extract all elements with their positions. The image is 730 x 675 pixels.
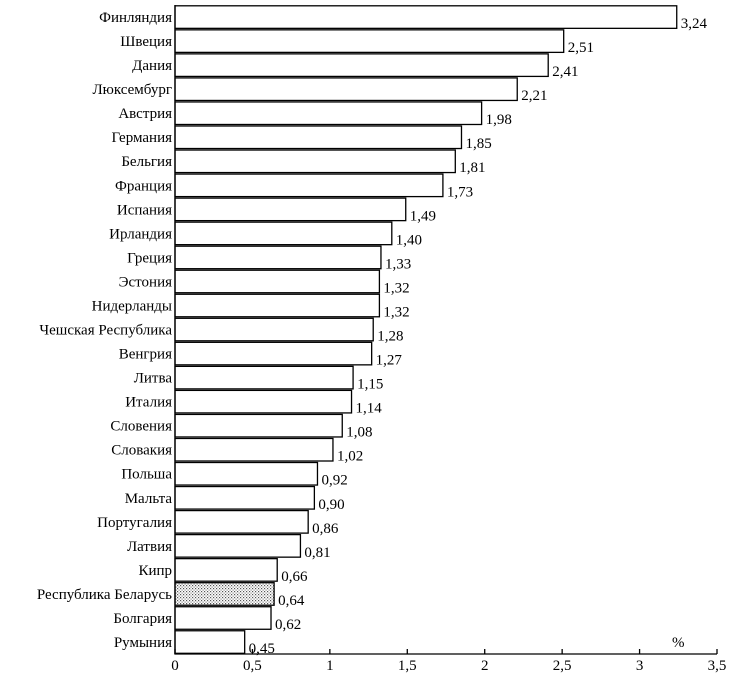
value-label: 2,41 xyxy=(552,64,578,80)
category-label: Люксембург xyxy=(93,82,173,98)
x-tick-label: 1 xyxy=(326,658,334,674)
bar xyxy=(174,53,549,78)
value-label: 1,02 xyxy=(337,449,363,465)
category-label: Польша xyxy=(121,467,172,483)
value-label: 1,32 xyxy=(383,304,409,320)
category-label: Ирландия xyxy=(109,226,172,242)
category-label: Венгрия xyxy=(119,347,172,363)
bar xyxy=(174,365,354,390)
category-label: Мальта xyxy=(125,491,173,507)
bar xyxy=(174,269,381,294)
value-label: 1,49 xyxy=(410,208,436,224)
value-label: 1,40 xyxy=(396,232,422,248)
category-label: Швеция xyxy=(120,34,172,50)
bar xyxy=(174,173,444,198)
value-label: 1,08 xyxy=(346,425,372,441)
category-label: Португалия xyxy=(97,515,172,531)
value-label: 0,81 xyxy=(304,545,330,561)
x-tick-label: 0 xyxy=(171,658,179,674)
category-label: Бельгия xyxy=(121,154,172,170)
bar xyxy=(174,29,565,54)
bar xyxy=(174,101,483,126)
category-label: Болгария xyxy=(113,611,172,627)
value-label: 0,66 xyxy=(281,569,308,585)
bar xyxy=(174,533,302,558)
unit-label: % xyxy=(672,635,685,651)
bar xyxy=(174,485,316,510)
category-label: Греция xyxy=(127,250,172,266)
bar xyxy=(174,582,275,606)
category-label: Чешская Республика xyxy=(39,323,172,339)
category-label: Италия xyxy=(125,395,172,411)
value-label: 1,73 xyxy=(447,184,473,200)
bar xyxy=(174,245,382,270)
value-label: 3,24 xyxy=(681,16,708,32)
bar xyxy=(174,606,272,630)
x-tick-label: 3 xyxy=(636,658,644,674)
value-label: 1,15 xyxy=(357,377,383,393)
x-tick-label: 3,5 xyxy=(708,658,727,674)
category-label: Словения xyxy=(110,419,172,435)
bar xyxy=(174,389,353,414)
bar xyxy=(174,413,343,438)
value-label: 1,27 xyxy=(376,353,403,369)
category-label: Республика Беларусь xyxy=(37,587,172,603)
value-label: 0,86 xyxy=(312,521,339,537)
value-label: 1,81 xyxy=(459,160,485,176)
value-label: 0,90 xyxy=(318,497,344,513)
bar xyxy=(174,317,374,342)
value-label: 0,45 xyxy=(249,641,275,657)
bar xyxy=(174,558,278,582)
category-label: Эстония xyxy=(119,274,172,290)
category-label: Франция xyxy=(115,178,172,194)
bar xyxy=(174,630,246,654)
category-label: Кипр xyxy=(138,563,172,579)
bar xyxy=(174,149,456,174)
value-label: 1,85 xyxy=(465,136,491,152)
bar xyxy=(174,341,373,366)
category-label: Дания xyxy=(132,58,172,74)
bar xyxy=(174,77,518,102)
category-label: Литва xyxy=(134,371,173,387)
category-label: Испания xyxy=(117,202,172,218)
bar xyxy=(174,221,393,246)
category-label: Финляндия xyxy=(99,10,172,26)
value-label: 2,21 xyxy=(521,88,547,104)
bar xyxy=(174,461,319,486)
value-label: 0,64 xyxy=(278,593,305,609)
value-label: 1,28 xyxy=(377,329,403,345)
x-tick-label: 2 xyxy=(481,658,489,674)
category-label: Румыния xyxy=(114,635,172,651)
category-label: Словакия xyxy=(111,443,172,459)
value-label: 1,33 xyxy=(385,256,411,272)
value-label: 0,62 xyxy=(275,617,301,633)
bar xyxy=(174,5,678,29)
value-label: 2,51 xyxy=(568,40,594,56)
bar xyxy=(174,125,463,150)
value-label: 0,92 xyxy=(321,473,347,489)
value-label: 1,14 xyxy=(356,401,383,417)
category-label: Латвия xyxy=(127,539,172,555)
category-label: Австрия xyxy=(118,106,172,122)
category-label: Германия xyxy=(112,130,173,146)
value-label: 1,32 xyxy=(383,280,409,296)
x-tick-label: 0,5 xyxy=(243,658,262,674)
bar xyxy=(174,197,407,222)
x-tick-label: 1,5 xyxy=(398,658,417,674)
bar xyxy=(174,437,334,462)
bar xyxy=(174,293,381,318)
x-tick-label: 2,5 xyxy=(553,658,572,674)
bar xyxy=(174,509,309,534)
category-label: Нидерланды xyxy=(92,298,172,314)
value-label: 1,98 xyxy=(486,112,512,128)
